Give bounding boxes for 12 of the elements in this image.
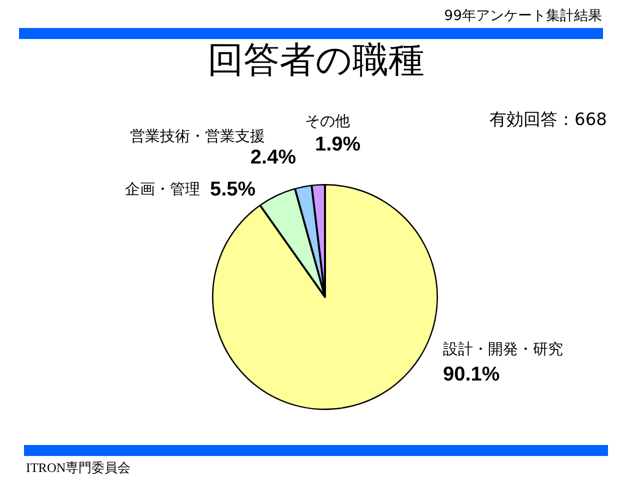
chart-title: 回答者の職種 [206, 40, 426, 81]
text: 有効回答：668 [490, 110, 607, 130]
text: ITRON専門委員会 [26, 460, 131, 475]
slice-label: 企画・管理 [125, 180, 200, 198]
data-label: 2.4% [250, 146, 296, 169]
data-label: 90.1% [443, 364, 500, 386]
text: 99年アンケート集計結果 [444, 8, 602, 24]
slice-label: 営業技術・営業支援 [130, 126, 265, 145]
slice-label: 設計・開発・研究 [443, 340, 563, 358]
slice-label: その他 [305, 112, 350, 130]
data-label: 1.9% [315, 134, 361, 156]
data-label: 5.5% [210, 178, 256, 201]
